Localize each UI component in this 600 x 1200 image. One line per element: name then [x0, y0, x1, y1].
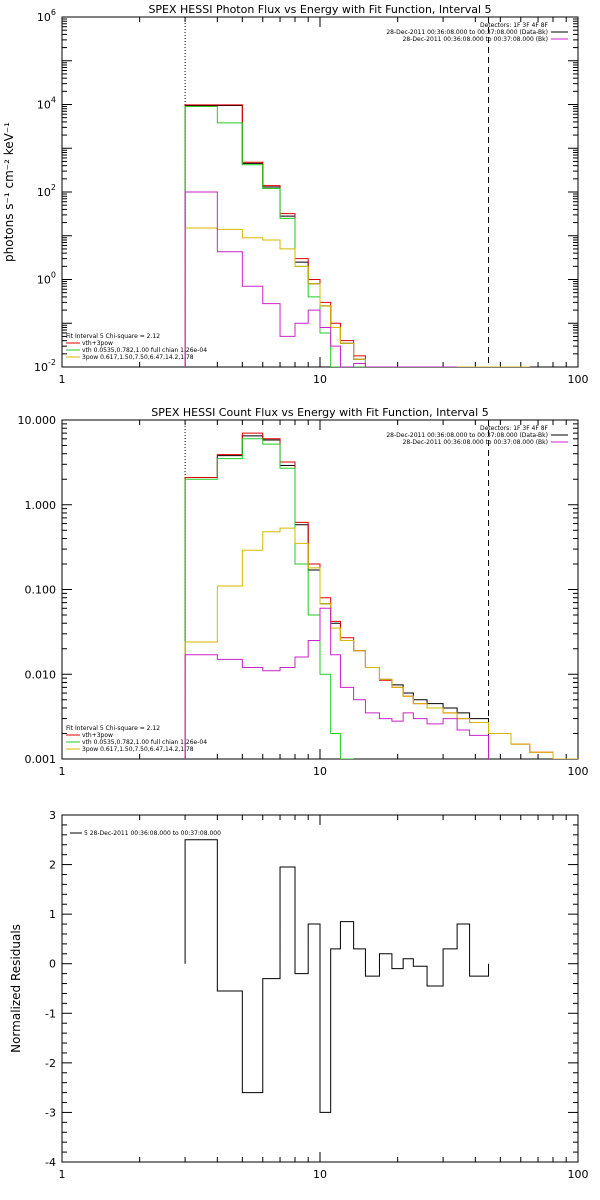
chart-title: SPEX HESSI Photon Flux vs Energy with Fi…: [148, 3, 491, 16]
legend-text: Detectors: 1F 3F 4F 8F: [480, 425, 549, 432]
series-sum: [184, 432, 578, 759]
legend-text: 3pow 0.617,1.50,7.50,6.47,14.2,1.78: [82, 746, 194, 753]
y-tick-label: 0.001: [25, 753, 57, 766]
series-thermal: [184, 106, 366, 367]
series-total: [184, 839, 490, 1113]
y-tick-label: 0.100: [25, 584, 57, 597]
legend-text: Fit Interval 5 Chi-square = 2.12: [66, 333, 160, 340]
y-tick-label: -2: [45, 1057, 56, 1070]
x-tick-label: 100: [568, 1168, 589, 1181]
y-tick-label: 1: [49, 908, 56, 921]
legend-text: 5 28-Dec-2011 00:36:08.000 to 00:37:08.0…: [84, 830, 221, 837]
y-tick-label: 1.000: [25, 499, 57, 512]
x-tick-label: 10: [313, 765, 327, 778]
y-axis-label: Normalized Residuals: [9, 924, 23, 1053]
legend-text: vth+3pow: [82, 732, 113, 739]
legend-text: 28-Dec-2011 00:36:08.000 to 00:37:08.000…: [403, 439, 548, 446]
x-tick-label: 1: [59, 373, 66, 386]
x-tick-label: 100: [568, 373, 589, 386]
legend-text: Detectors: 1F 3F 4F 8F: [480, 22, 549, 29]
y-tick-label: 10-2: [34, 358, 56, 374]
legend-text: Fit Interval 5 Chi-square = 2.12: [66, 725, 160, 732]
chart-title: SPEX HESSI Count Flux vs Energy with Fit…: [151, 406, 488, 419]
x-tick-label: 1: [59, 765, 66, 778]
legend-text: vth+3pow: [82, 340, 113, 347]
legend-text: vth 0.0535,0.782,1.00 full chian 1.26e-0…: [82, 739, 207, 746]
legend-text: 28-Dec-2011 00:36:08.000 to 00:37:08.000…: [403, 36, 548, 43]
panel-2: SPEX HESSI Count Flux vs Energy with Fit…: [18, 406, 589, 778]
y-tick-label: 3: [49, 809, 56, 822]
y-tick-label: 104: [37, 96, 56, 112]
x-tick-label: 1: [59, 1168, 66, 1181]
y-tick-label: 2: [49, 859, 56, 872]
y-tick-label: 0: [49, 958, 56, 971]
legend-text: 28-Dec-2011 00:36:08.000 to 00:37:08.000…: [386, 432, 548, 439]
x-tick-label: 10: [313, 1168, 327, 1181]
legend-text: vth 0.0535,0.782,1.00 full chian 1.26e-0…: [82, 347, 207, 354]
x-tick-label: 10: [313, 373, 327, 386]
series-powerlaw: [184, 227, 530, 367]
y-tick-label: 100: [37, 271, 56, 287]
y-tick-label: 0.010: [25, 668, 57, 681]
series-powerlaw: [184, 527, 578, 759]
series-sum: [184, 104, 530, 367]
x-tick-label: 100: [568, 765, 589, 778]
panel-1: SPEX HESSI Photon Flux vs Energy with Fi…: [2, 3, 589, 386]
y-tick-label: 106: [37, 8, 56, 24]
y-tick-label: -4: [45, 1156, 56, 1169]
y-tick-label: 102: [37, 183, 56, 199]
series-background_spectrum: [184, 191, 458, 367]
series-background_spectrum: [184, 607, 490, 759]
y-axis-label: photons s⁻¹ cm⁻² keV⁻¹: [2, 122, 16, 262]
y-tick-label: -3: [45, 1106, 56, 1119]
y-tick-label: 10.000: [18, 414, 57, 427]
y-tick-label: -1: [45, 1007, 56, 1020]
series-thermal: [184, 438, 354, 759]
legend-text: 3pow 0.617,1.50,7.50,6.47,14.2,1.78: [82, 354, 194, 361]
legend-text: 28-Dec-2011 00:36:08.000 to 00:37:08.000…: [386, 29, 548, 36]
